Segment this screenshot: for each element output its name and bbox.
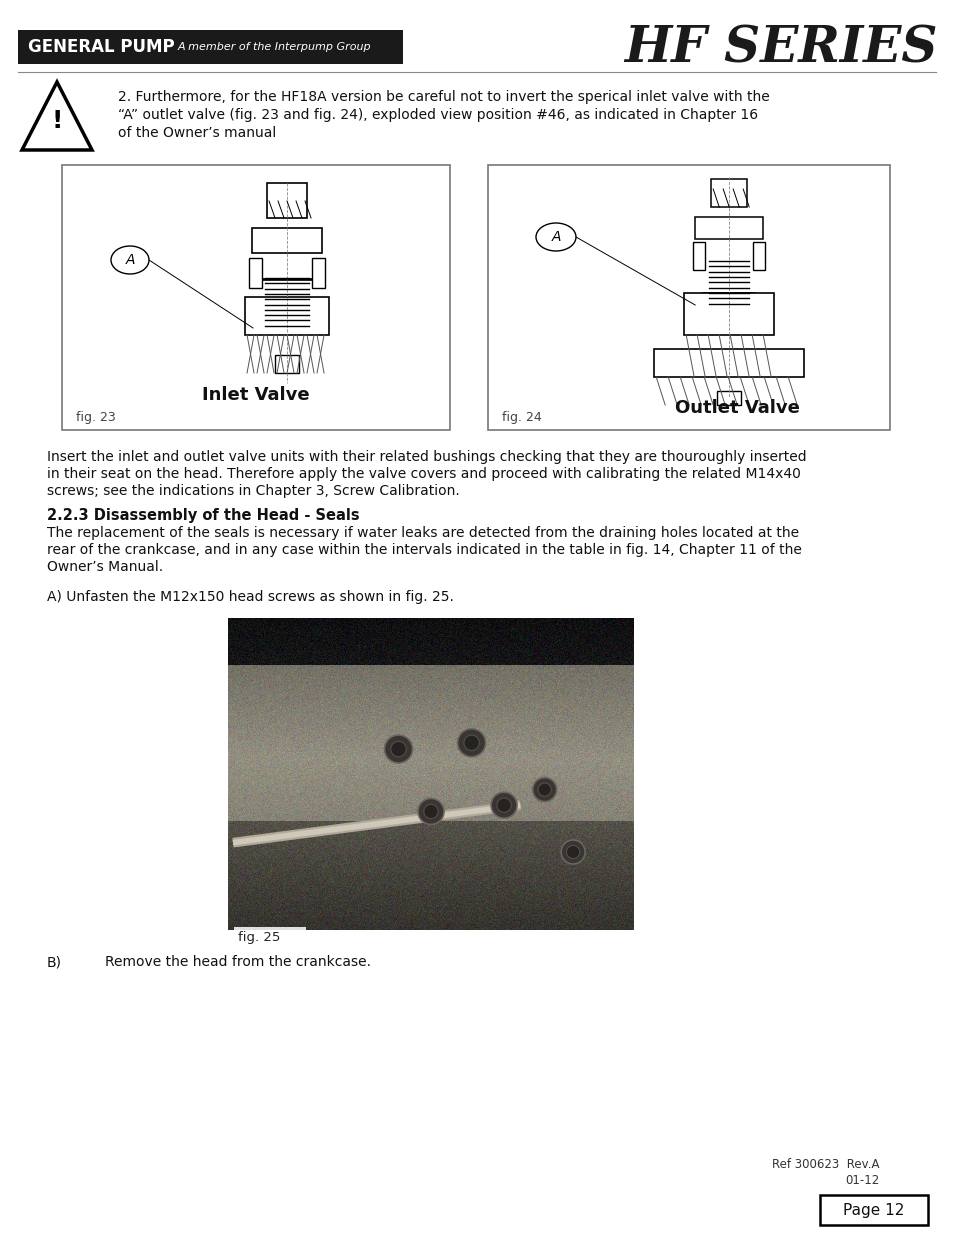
Circle shape	[391, 741, 406, 757]
Text: A) Unfasten the M12x150 head screws as shown in fig. 25.: A) Unfasten the M12x150 head screws as s…	[47, 590, 454, 604]
Text: screws; see the indications in Chapter 3, Screw Calibration.: screws; see the indications in Chapter 3…	[47, 484, 459, 498]
FancyBboxPatch shape	[18, 30, 402, 64]
Text: rear of the crankcase, and in any case within the intervals indicated in the tab: rear of the crankcase, and in any case w…	[47, 543, 801, 557]
Text: fig. 25: fig. 25	[237, 930, 280, 944]
Bar	[702, 293, 755, 312]
Bar	[654, 350, 803, 377]
Text: A: A	[125, 253, 134, 267]
Text: Outlet Valve: Outlet Valve	[674, 399, 799, 417]
Circle shape	[463, 735, 478, 751]
Bar	[274, 354, 298, 373]
Bar	[262, 278, 312, 280]
Text: 01-12: 01-12	[845, 1174, 879, 1187]
Text: HF SERIES: HF SERIES	[624, 25, 937, 74]
Circle shape	[423, 804, 437, 819]
Circle shape	[560, 840, 584, 864]
Text: GENERAL PUMP: GENERAL PUMP	[28, 38, 174, 56]
Text: Remove the head from the crankcase.: Remove the head from the crankcase.	[105, 955, 371, 969]
Circle shape	[457, 729, 485, 757]
Circle shape	[417, 799, 443, 825]
Text: Inlet Valve: Inlet Valve	[202, 387, 310, 404]
Text: 2. Furthermore, for the HF18A version be careful not to invert the sperical inle: 2. Furthermore, for the HF18A version be…	[118, 90, 769, 104]
Bar	[753, 242, 764, 270]
Text: Insert the inlet and outlet valve units with their related bushings checking tha: Insert the inlet and outlet valve units …	[47, 450, 806, 464]
Text: A: A	[551, 230, 560, 245]
Circle shape	[497, 798, 511, 813]
Text: B): B)	[47, 955, 62, 969]
Ellipse shape	[111, 246, 149, 274]
Circle shape	[532, 778, 557, 802]
Text: Page 12: Page 12	[842, 1203, 903, 1218]
Ellipse shape	[536, 224, 576, 251]
Text: of the Owner’s manual: of the Owner’s manual	[118, 126, 276, 140]
Text: fig. 24: fig. 24	[501, 411, 541, 425]
Bar	[683, 293, 774, 335]
Bar	[267, 183, 307, 219]
Text: Owner’s Manual.: Owner’s Manual.	[47, 559, 163, 574]
Text: Ref 300623  Rev.A: Ref 300623 Rev.A	[772, 1158, 879, 1171]
Text: 2.2.3 Disassembly of the Head - Seals: 2.2.3 Disassembly of the Head - Seals	[47, 508, 359, 522]
Bar	[228, 618, 634, 930]
Bar	[252, 228, 322, 253]
Bar	[312, 258, 325, 288]
Bar	[693, 242, 704, 270]
Bar	[233, 927, 306, 947]
Text: fig. 23: fig. 23	[76, 411, 115, 425]
Circle shape	[537, 783, 551, 797]
Bar	[262, 329, 312, 331]
Text: The replacement of the seals is necessary if water leaks are detected from the d: The replacement of the seals is necessar…	[47, 526, 799, 540]
Bar	[717, 391, 740, 405]
Circle shape	[384, 735, 412, 763]
Text: !: !	[51, 109, 63, 133]
Circle shape	[566, 846, 579, 858]
Text: “A” outlet valve (fig. 23 and fig. 24), exploded view position #46, as indicated: “A” outlet valve (fig. 23 and fig. 24), …	[118, 107, 758, 122]
Bar	[820, 1195, 927, 1225]
FancyBboxPatch shape	[62, 165, 450, 430]
Bar	[695, 217, 762, 240]
Bar	[249, 258, 262, 288]
Text: A member of the Interpump Group: A member of the Interpump Group	[178, 42, 372, 52]
Text: in their seat on the head. Therefore apply the valve covers and proceed with cal: in their seat on the head. Therefore app…	[47, 467, 800, 480]
Bar	[245, 296, 329, 335]
Polygon shape	[22, 82, 91, 149]
Circle shape	[491, 792, 517, 819]
FancyBboxPatch shape	[488, 165, 889, 430]
Bar	[710, 179, 746, 207]
